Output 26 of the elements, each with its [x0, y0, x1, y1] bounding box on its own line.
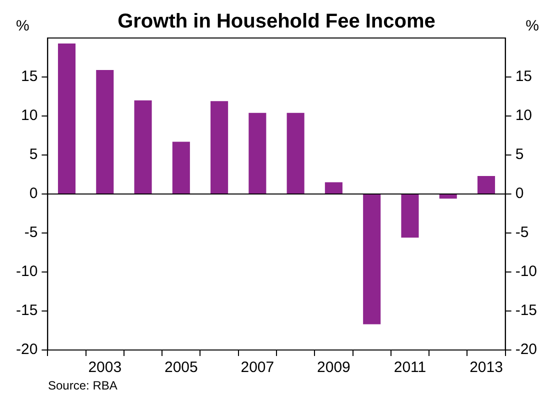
source-note: Source: RBA [48, 378, 118, 392]
x-tick-label: 2013 [470, 359, 503, 376]
x-tick-label: 2007 [240, 359, 274, 376]
y-tick-label: 15 [20, 68, 38, 86]
y-tick-label: -20 [16, 341, 38, 358]
y2-tick-label: -20 [515, 341, 538, 358]
y2-tick-label: 5 [515, 146, 524, 164]
x-tick-label: 2003 [88, 359, 122, 376]
y-tick-label: 5 [29, 146, 38, 164]
y-tick-label: -10 [16, 263, 38, 280]
y2-tick-label: 0 [515, 185, 524, 202]
x-tick-label: 2005 [164, 359, 198, 376]
y2-tick-label: -5 [515, 224, 529, 242]
y2-tick-label: 15 [515, 68, 532, 86]
y2-axis-title: % [526, 18, 539, 35]
y-tick-label: -15 [16, 302, 38, 320]
y2-tick-label: -10 [515, 263, 538, 280]
y2-tick-label: 10 [515, 107, 532, 124]
x-tick-label: 2009 [317, 359, 350, 376]
y-tick-label: 0 [29, 185, 38, 202]
y-tick-label: -5 [24, 224, 38, 242]
chart-title: Growth in Household Fee Income [118, 10, 436, 33]
x-tick-label: 2011 [394, 359, 426, 376]
y-tick-label: 10 [20, 107, 38, 124]
y2-tick-label: -15 [515, 302, 538, 320]
y-axis-title: % [16, 18, 30, 35]
